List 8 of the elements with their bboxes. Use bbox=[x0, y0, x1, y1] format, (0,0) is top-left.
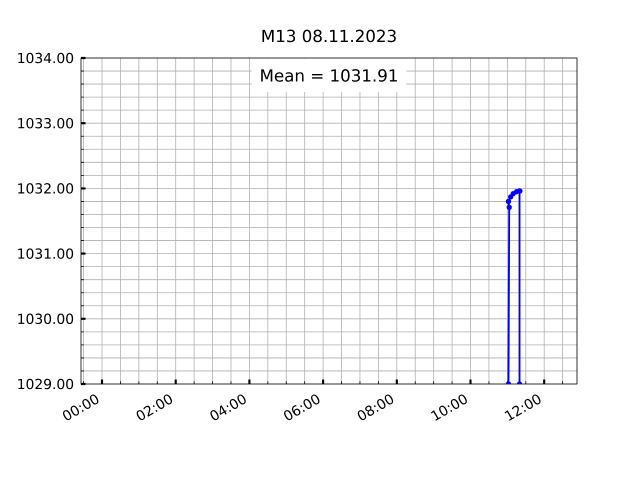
y-tick-label: 1034.00 bbox=[18, 52, 74, 64]
y-tick-label: 1032.00 bbox=[18, 183, 74, 194]
y-tick-label: 1031.00 bbox=[18, 248, 74, 259]
chart-title: M13 08.11.2023 bbox=[262, 30, 396, 42]
y-tick-label: 1029.00 bbox=[18, 378, 74, 390]
y-tick-label: 1033.00 bbox=[18, 118, 74, 128]
y-tick-label: 1030.00 bbox=[18, 314, 74, 324]
annotation: Mean = 1031.91 bbox=[261, 69, 397, 82]
